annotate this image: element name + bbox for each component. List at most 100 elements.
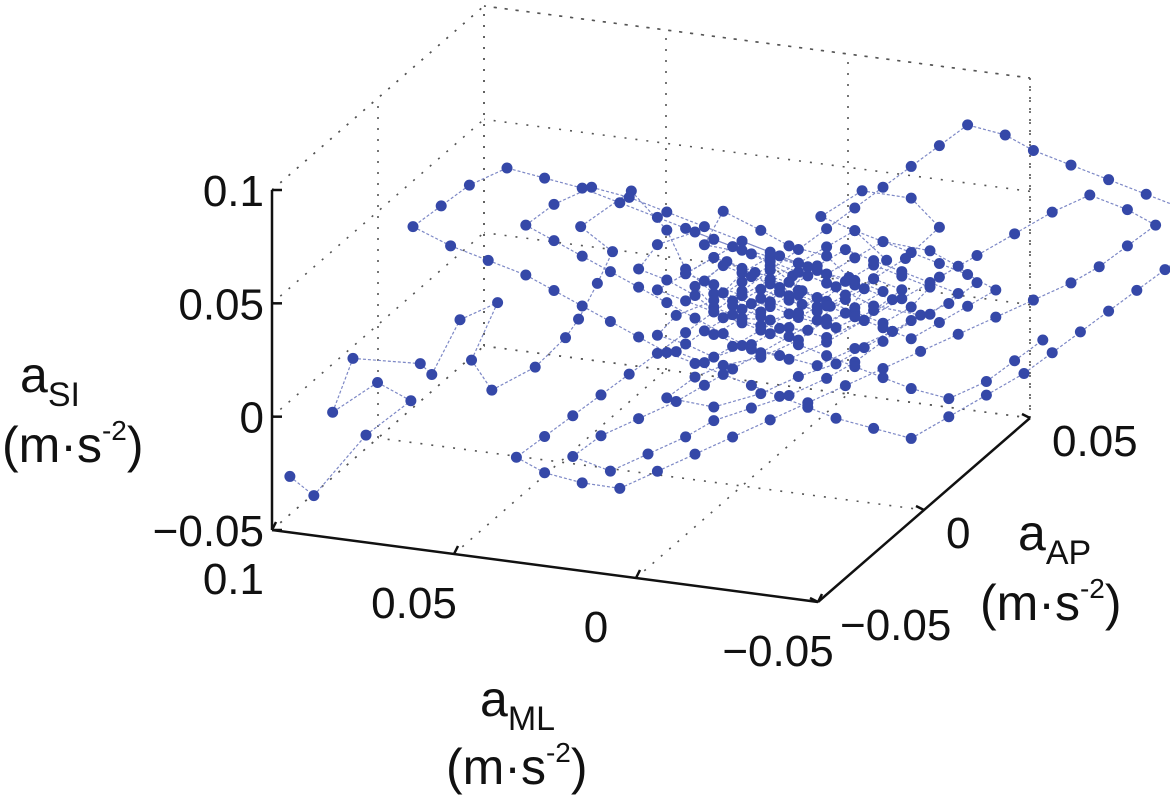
tick-mark — [816, 593, 824, 603]
trajectory-segment — [544, 177, 583, 189]
data-point — [745, 298, 757, 310]
grid-line — [453, 369, 667, 555]
grid-line — [483, 118, 1031, 193]
y-axis-unit: (m·s-2) — [980, 573, 1122, 631]
data-point — [868, 304, 880, 316]
data-point — [736, 339, 748, 351]
z-tick-label: 0.05 — [178, 280, 264, 329]
trajectory-segment — [572, 455, 611, 472]
data-point — [717, 205, 729, 217]
data-point — [999, 129, 1011, 141]
data-point — [952, 287, 964, 299]
trajectory-segment — [553, 186, 592, 205]
data-point — [792, 244, 804, 256]
data-point — [633, 413, 645, 425]
trajectory-segment — [1136, 269, 1166, 291]
data-point — [670, 309, 682, 321]
data-point — [708, 251, 720, 263]
trajectory-segment — [581, 187, 621, 204]
data-point — [792, 370, 804, 382]
data-point — [943, 297, 955, 309]
trajectory-segment — [544, 472, 583, 484]
trajectory-segment — [826, 207, 856, 230]
data-point — [943, 393, 955, 405]
data-point — [548, 235, 560, 247]
data-point — [591, 277, 603, 289]
trajectory-segment — [873, 305, 921, 316]
data-point — [576, 300, 588, 312]
trajectory-segment — [580, 190, 632, 228]
data-point — [539, 172, 551, 184]
data-point — [529, 361, 541, 373]
data-point — [463, 179, 475, 191]
grid-line — [483, 345, 1031, 419]
data-point — [821, 332, 833, 344]
data-point — [839, 275, 851, 287]
data-point — [698, 379, 710, 391]
data-point — [980, 376, 992, 388]
data-series — [284, 119, 1170, 502]
data-point — [372, 376, 384, 388]
trajectory-segment — [957, 316, 997, 335]
trajectory-segment — [516, 435, 545, 458]
trajectory-segment — [1070, 164, 1109, 181]
data-point — [661, 224, 673, 236]
data-point — [651, 465, 663, 477]
trajectory-segment — [835, 417, 874, 429]
data-point — [717, 328, 729, 340]
data-point — [811, 305, 823, 317]
data-point — [1065, 159, 1077, 171]
data-point — [886, 325, 898, 337]
data-point — [821, 300, 833, 312]
trajectory-segment — [506, 167, 545, 179]
data-point — [651, 284, 663, 296]
x-axis-unit: (m·s-2) — [446, 737, 588, 795]
data-point — [1121, 204, 1133, 216]
trajectory-segment — [1127, 224, 1156, 247]
trajectory-segment — [986, 372, 1025, 396]
data-point — [792, 307, 804, 319]
data-point — [962, 268, 974, 280]
data-point — [1009, 355, 1021, 367]
trajectory-segment — [332, 358, 354, 413]
trajectory-segment — [619, 202, 658, 218]
data-point — [1150, 219, 1162, 231]
data-point — [877, 181, 889, 193]
data-point — [623, 368, 635, 380]
data-point — [877, 372, 889, 384]
data-point — [849, 361, 861, 373]
series-points — [284, 119, 1170, 502]
trajectory-segment — [1014, 339, 1044, 362]
data-point — [736, 244, 748, 256]
data-point — [952, 328, 964, 340]
data-point — [783, 389, 795, 401]
trajectory-segment — [976, 233, 1015, 256]
z-axis-label: aSI — [20, 347, 80, 414]
x-tick-label: 0.1 — [203, 555, 264, 604]
data-point — [501, 162, 513, 174]
trajectory-segment — [1145, 193, 1170, 205]
data-point — [783, 308, 795, 320]
data-point — [745, 402, 757, 414]
data-point — [924, 308, 936, 320]
trajectory-segment — [854, 230, 888, 261]
trajectory-segment — [491, 366, 536, 391]
x-tick-label: 0.05 — [371, 579, 457, 628]
trajectory-segment — [591, 186, 630, 198]
data-point — [755, 388, 767, 400]
data-point — [1027, 294, 1039, 306]
data-point — [839, 380, 851, 392]
data-point — [539, 430, 551, 442]
data-point — [661, 392, 673, 404]
data-point — [670, 395, 682, 407]
data-point — [698, 239, 710, 251]
data-point — [607, 246, 619, 258]
trajectory-segment — [685, 311, 715, 334]
trajectory-segment — [431, 319, 461, 375]
trajectory-segment — [910, 197, 940, 228]
grid-line — [483, 5, 1031, 79]
data-point — [689, 448, 701, 460]
data-point — [952, 260, 964, 272]
data-point — [1103, 305, 1115, 317]
data-point — [783, 321, 795, 333]
